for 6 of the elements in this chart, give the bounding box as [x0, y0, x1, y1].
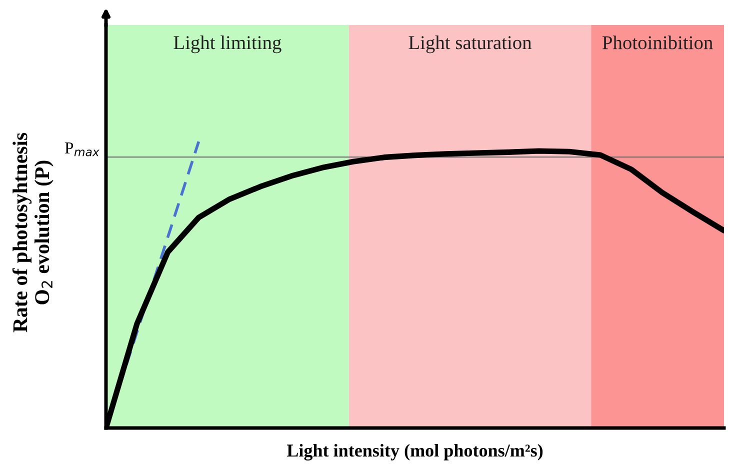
text: Light saturation [408, 36, 532, 54]
text: Photoinibition [602, 36, 713, 50]
x-axis-title: Light intensity (mol photons/m²s) [286, 444, 543, 460]
y-axis-title: Rate of photosyhtnesis O$_{2}$ evolution (P) [12, 132, 54, 332]
ref-line-label: P$_{max}$ [64, 142, 100, 156]
text: Light limiting [174, 36, 282, 54]
